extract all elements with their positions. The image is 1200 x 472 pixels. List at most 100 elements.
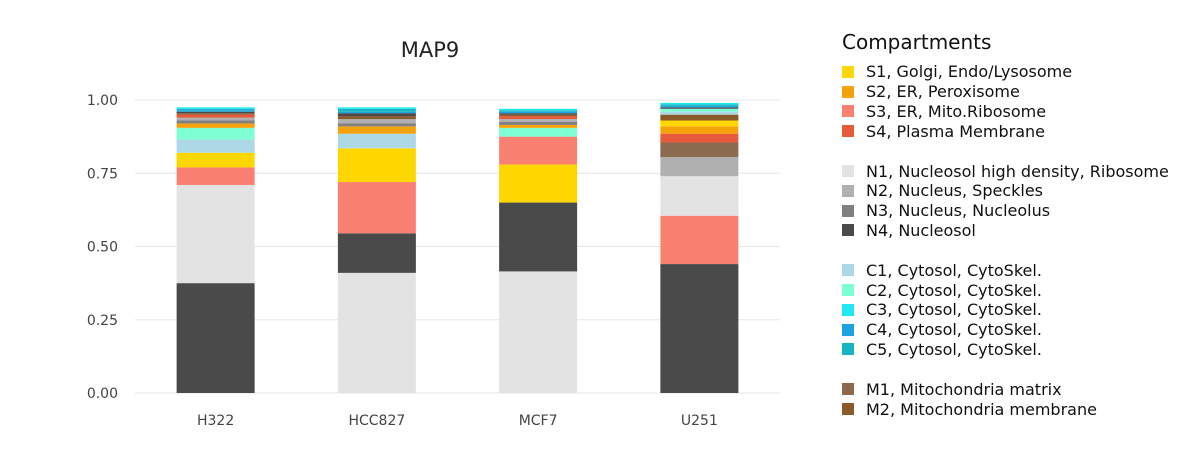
bar-segment <box>660 102 739 105</box>
y-tick-label: 0.00 <box>87 386 118 402</box>
legend-label: M1, Mitochondria matrix <box>866 379 1062 399</box>
bar-segment <box>499 127 578 137</box>
bar-segment <box>499 110 578 112</box>
bars <box>176 102 739 393</box>
legend-swatch <box>842 85 854 98</box>
bar-segment <box>660 126 739 134</box>
bar-segment <box>660 215 739 265</box>
bar-segment <box>660 108 739 112</box>
bar-segment <box>660 133 739 143</box>
legend-label: N4, Nucleosol <box>866 220 976 240</box>
legend-group: C1, Cytosol, CytoSkel. C2, Cytosol, CytoS… <box>842 260 1192 359</box>
legend-swatch <box>842 165 854 178</box>
legend-label: N2, Nucleus, Speckles <box>866 181 1044 201</box>
legend-label: C4, Cytosol, CytoSkel. <box>866 320 1042 340</box>
bar-segment <box>660 264 739 393</box>
legend-swatch <box>842 284 854 297</box>
legend-item[interactable]: M2, Mitochondria membrane <box>842 399 1192 419</box>
bar-segment <box>337 116 416 120</box>
legend-item[interactable]: S2, ER, Peroxisome <box>842 82 1192 102</box>
legend-swatch <box>842 323 854 336</box>
legend-label: C3, Cytosol, CytoSkel. <box>866 300 1042 320</box>
bar-segment <box>176 110 255 112</box>
bar-segment <box>499 164 578 203</box>
legend-item[interactable]: N3, Nucleus, Nucleolus <box>842 201 1192 221</box>
legend-swatch <box>842 264 854 277</box>
legend-title: Compartments <box>842 30 992 54</box>
legend-swatch <box>842 65 854 78</box>
bar-segment <box>176 117 255 121</box>
bar-segment <box>660 104 739 106</box>
bar-segment <box>499 202 578 272</box>
legend-group: S1, Golgi, Endo/Lysosome S2, ER, Peroxiso… <box>842 62 1192 141</box>
legend-label: N3, Nucleus, Nucleolus <box>866 201 1051 221</box>
legend-label: M2, Mitochondria membrane <box>866 399 1097 419</box>
bar-segment <box>176 123 255 128</box>
bar-segment <box>499 136 578 165</box>
x-tick-label: U251 <box>681 413 718 429</box>
bar-segment <box>176 283 255 393</box>
bar-segment <box>337 111 416 114</box>
bar-segment <box>337 123 416 127</box>
bar-segment <box>176 152 255 168</box>
legend-item[interactable]: N2, Nucleus, Speckles <box>842 181 1192 201</box>
legend-label: S1, Golgi, Endo/Lysosome <box>866 62 1073 82</box>
bar-segment <box>337 108 416 112</box>
bar-segment <box>660 111 739 115</box>
legend-item[interactable]: S3, ER, Mito.Ribosome <box>842 102 1192 122</box>
bar-segment <box>337 233 416 273</box>
legend-group: M1, Mitochondria matrix M2, Mitochondria … <box>842 379 1192 419</box>
legend-item[interactable]: C3, Cytosol, CytoSkel. <box>842 300 1192 320</box>
bar-segment <box>337 148 416 183</box>
bar-segment <box>499 114 578 117</box>
legend-item[interactable]: C4, Cytosol, CytoSkel. <box>842 320 1192 340</box>
bar-segment <box>176 111 255 114</box>
legend-swatch <box>842 184 854 197</box>
bar-segment <box>660 176 739 216</box>
legend-label: S4, Plasma Membrane <box>866 121 1045 141</box>
legend-item[interactable]: C1, Cytosol, CytoSkel. <box>842 260 1192 280</box>
y-tick-label: 0.75 <box>87 166 118 182</box>
legend: Compartments S1, Golgi, Endo/Lysosome S2,… <box>842 30 1192 439</box>
bar-segment <box>337 107 416 109</box>
legend-swatch <box>842 383 854 396</box>
bar-segment <box>660 114 739 121</box>
stacked-bar-chart: MAP9 0.00 0.25 0.50 0.75 1.00 H322 HCC827 MCF7 U… <box>87 38 780 429</box>
bar-segment <box>499 111 578 114</box>
legend-item[interactable]: N1, Nucleosol high density, Ribosome <box>842 161 1192 181</box>
bar-segment <box>176 167 255 185</box>
legend-item[interactable]: C5, Cytosol, CytoSkel. <box>842 340 1192 360</box>
legend-swatch <box>842 343 854 356</box>
bar-segment <box>176 107 255 109</box>
legend-item[interactable]: C2, Cytosol, CytoSkel. <box>842 280 1192 300</box>
bar-segment <box>499 124 578 128</box>
bar-segment <box>176 113 255 115</box>
bar-segment <box>337 182 416 234</box>
legend-item[interactable]: N4, Nucleosol <box>842 221 1192 241</box>
legend-item[interactable]: S4, Plasma Membrane <box>842 121 1192 141</box>
bar-segment <box>176 127 255 140</box>
y-tick-label: 0.50 <box>87 240 118 256</box>
legend-group: N1, Nucleosol high density, Ribosome N2, … <box>842 161 1192 240</box>
bar-segment <box>176 139 255 153</box>
legend-swatch <box>842 303 854 316</box>
legend-swatch <box>842 125 854 138</box>
legend-swatch <box>842 403 854 416</box>
bar-segment <box>660 142 739 158</box>
bar-segment <box>176 120 255 124</box>
legend-label: C1, Cytosol, CytoSkel. <box>866 260 1042 280</box>
bar-segment <box>660 120 739 127</box>
bar-segment <box>337 119 416 124</box>
bar-segment <box>660 107 739 109</box>
legend-swatch <box>842 224 854 237</box>
legend-item[interactable]: S1, Golgi, Endo/Lysosome <box>842 62 1192 82</box>
bar-segment <box>176 114 255 118</box>
y-tick-label: 0.25 <box>87 313 118 329</box>
legend-label: N1, Nucleosol high density, Ribosome <box>866 161 1169 181</box>
chart-title: MAP9 <box>401 38 460 62</box>
x-tick-label: HCC827 <box>348 413 405 429</box>
legend-item[interactable]: M1, Mitochondria matrix <box>842 379 1192 399</box>
bar-segment <box>499 113 578 115</box>
bar-segment <box>176 108 255 111</box>
legend-swatch <box>842 105 854 118</box>
